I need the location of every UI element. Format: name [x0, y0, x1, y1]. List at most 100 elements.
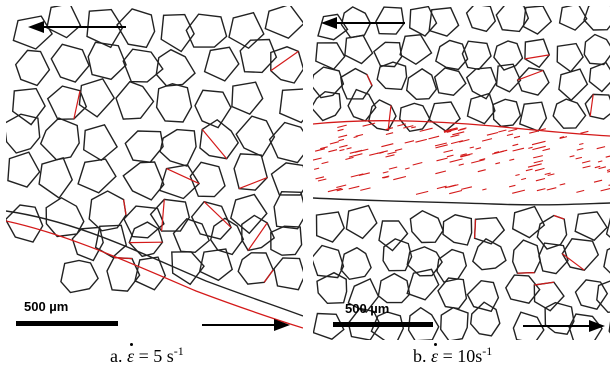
grain	[315, 211, 345, 243]
low-angle-boundary	[247, 222, 268, 251]
deformation-mark	[443, 149, 454, 153]
grain	[313, 312, 345, 340]
deformation-mark	[457, 128, 466, 132]
deformation-mark	[348, 185, 360, 190]
deformation-mark	[397, 123, 406, 127]
caption-b-exponent: -1	[482, 344, 493, 358]
grain	[409, 209, 444, 244]
low-angle-boundary	[366, 74, 373, 86]
deformation-mark	[415, 190, 429, 195]
deformation-mark	[559, 136, 565, 139]
deformation-mark	[594, 165, 601, 169]
grain	[434, 39, 469, 71]
low-angle-boundary	[561, 253, 585, 271]
grain	[340, 246, 372, 281]
deformation-mark	[533, 155, 543, 159]
grain	[561, 238, 600, 271]
deformation-mark	[313, 167, 320, 170]
grain	[155, 82, 193, 123]
grain	[518, 101, 548, 132]
grain	[544, 301, 575, 335]
grain	[442, 214, 473, 246]
low-angle-boundary	[387, 105, 392, 131]
deformation-mark	[559, 136, 568, 140]
deformation-mark	[338, 134, 348, 138]
deformation-mark	[403, 125, 414, 129]
grain	[155, 48, 196, 87]
deformation-mark	[315, 176, 325, 180]
low-angle-boundary	[201, 129, 228, 160]
grain	[6, 204, 44, 243]
deformation-mark	[388, 166, 398, 170]
grain	[406, 246, 443, 277]
deformation-mark	[486, 131, 499, 136]
grain	[116, 8, 156, 49]
deformation-mark	[436, 185, 447, 190]
strain-rate-symbol-b: ε	[431, 343, 439, 366]
shear-band-a	[6, 210, 303, 317]
grain	[344, 34, 374, 65]
grain	[428, 101, 461, 132]
deformation-mark	[412, 161, 423, 166]
deformation-mark	[338, 138, 345, 142]
deformation-mark	[362, 122, 376, 127]
grain	[473, 216, 506, 245]
deformation-mark	[508, 128, 518, 132]
deformation-mark	[593, 179, 603, 183]
deformation-mark	[535, 177, 546, 182]
deformation-mark	[532, 145, 546, 151]
deformation-mark	[579, 142, 584, 146]
grain	[428, 7, 460, 37]
grain	[373, 41, 403, 68]
deformation-mark	[534, 167, 545, 172]
grain	[123, 205, 165, 239]
grain	[596, 280, 610, 314]
deformation-mark	[575, 156, 583, 160]
grain	[149, 198, 191, 232]
low-angle-boundary	[517, 272, 535, 274]
grain	[588, 61, 610, 93]
deformation-mark	[546, 187, 557, 191]
grain	[313, 244, 345, 279]
shear-zone-bottom-b	[313, 197, 610, 206]
deformation-mark	[515, 173, 520, 177]
deformation-mark	[428, 135, 440, 140]
grain	[122, 48, 164, 83]
caption-b-value: = 10s	[442, 346, 483, 366]
grain	[583, 33, 610, 66]
deformation-mark	[582, 165, 591, 169]
grain	[12, 15, 53, 50]
deformation-mark	[482, 188, 487, 191]
grain	[347, 277, 380, 313]
grain	[190, 200, 232, 240]
deformation-mark	[404, 140, 415, 144]
grain	[313, 66, 345, 99]
deformation-mark	[525, 168, 533, 172]
grain	[171, 251, 205, 286]
grain	[405, 68, 438, 101]
deformation-mark	[411, 126, 416, 129]
deformation-mark	[500, 149, 508, 153]
deformation-mark	[385, 127, 394, 131]
deformation-mark	[481, 138, 493, 142]
grain	[78, 77, 116, 118]
shear-zone-top-b	[313, 120, 610, 137]
caption-a-exponent: -1	[173, 344, 184, 358]
grain	[495, 6, 530, 33]
deformation-mark	[313, 157, 322, 161]
grain	[466, 92, 496, 125]
grain	[14, 49, 51, 87]
grain	[199, 118, 240, 160]
grain	[469, 301, 501, 337]
grain	[239, 38, 278, 74]
grain	[433, 67, 467, 96]
deformation-mark	[596, 146, 606, 150]
grain	[583, 6, 610, 31]
grain	[198, 248, 234, 282]
grain	[124, 130, 164, 163]
grain	[317, 13, 349, 41]
caption-a-value: = 5 s	[138, 346, 174, 366]
deformation-mark	[477, 169, 486, 173]
grain	[492, 98, 522, 128]
grain	[376, 61, 408, 91]
